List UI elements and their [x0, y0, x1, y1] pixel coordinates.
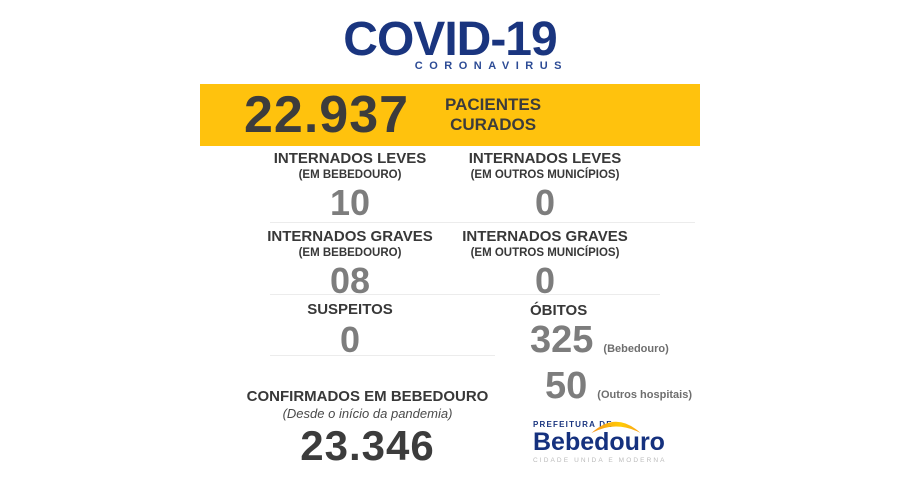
swoosh-icon: [591, 421, 641, 434]
header: COVID-19: [0, 12, 900, 67]
page-subtitle: CORONAVIRUS: [414, 60, 568, 72]
prefeitura-bebedouro-logo: PREFEITURA DE Bebedouro CIDADE UNIDA E M…: [533, 420, 667, 464]
cured-count: 22.937: [244, 86, 410, 144]
logo-slogan: CIDADE UNIDA E MODERNA: [533, 457, 667, 464]
divider: [270, 222, 695, 223]
stat-internados-leves-bebedouro: INTERNADOS LEVES (EM BEBEDOURO) 10: [273, 150, 427, 224]
stat-confirmados: CONFIRMADOS EM BEBEDOURO (Desde o início…: [246, 388, 489, 469]
stat-internados-leves-outros: INTERNADOS LEVES (EM OUTROS MUNICÍPIOS) …: [468, 150, 622, 224]
obitos-row-bebedouro: 325 (Bebedouro): [530, 319, 669, 361]
logo-prefeitura-text: PREFEITURA DE: [533, 420, 613, 429]
page-title: COVID-19: [343, 13, 557, 66]
divider: [270, 294, 660, 295]
cured-patients-banner: 22.937 PACIENTES CURADOS: [200, 84, 700, 146]
logo-city-name: Bebedouro: [533, 428, 665, 456]
divider: [270, 355, 495, 356]
stat-obitos: ÓBITOS 325 (Bebedouro) 50 (Outros hospit…: [530, 302, 750, 405]
stat-internados-graves-bebedouro: INTERNADOS GRAVES (EM BEBEDOURO) 08: [267, 228, 433, 302]
stat-internados-graves-outros: INTERNADOS GRAVES (EM OUTROS MUNICÍPIOS)…: [462, 228, 628, 302]
cured-label: PACIENTES CURADOS: [445, 94, 542, 134]
obitos-row-outros: 50 (Outros hospitais): [545, 365, 693, 407]
stat-suspeitos: SUSPEITOS 0: [307, 301, 393, 360]
